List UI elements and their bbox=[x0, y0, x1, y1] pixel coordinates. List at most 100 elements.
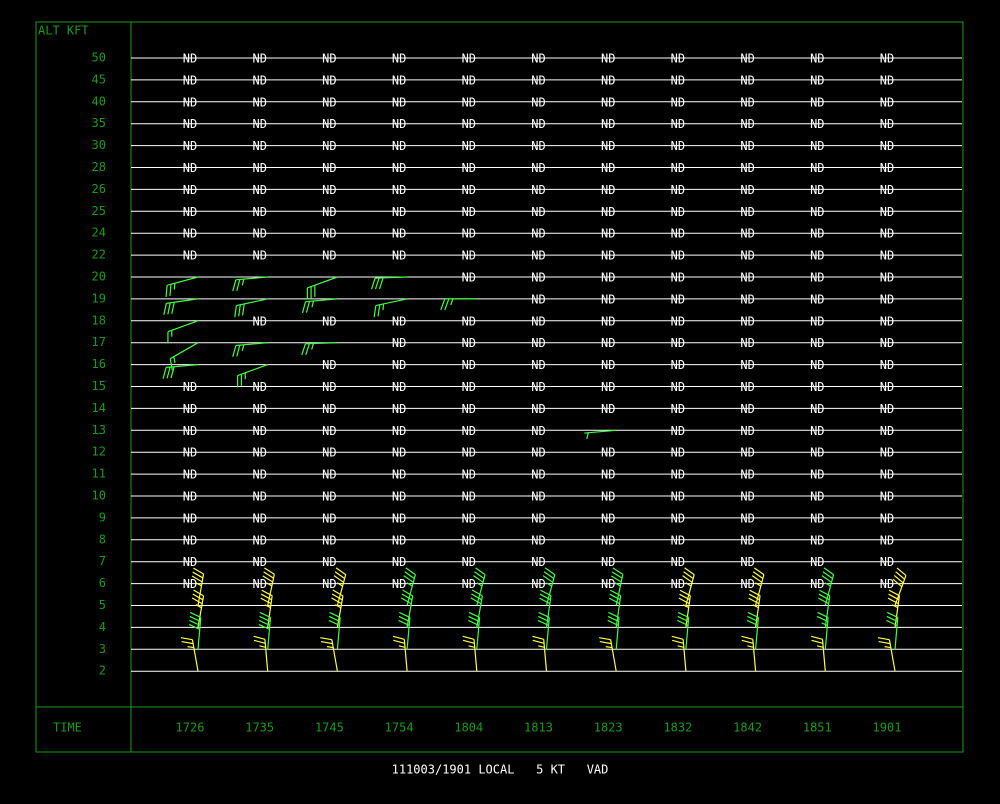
no-data: ND bbox=[252, 73, 266, 87]
no-data: ND bbox=[671, 555, 685, 569]
no-data: ND bbox=[183, 380, 197, 394]
no-data: ND bbox=[880, 314, 894, 328]
no-data: ND bbox=[531, 402, 545, 416]
barb-stroke bbox=[678, 646, 684, 647]
barb-stroke bbox=[404, 639, 407, 671]
no-data: ND bbox=[810, 249, 824, 263]
no-data: ND bbox=[252, 183, 266, 197]
wind-barb bbox=[742, 636, 756, 671]
no-data: ND bbox=[740, 577, 754, 591]
no-data: ND bbox=[392, 73, 406, 87]
no-data: ND bbox=[322, 73, 336, 87]
level-label: 6 bbox=[99, 576, 106, 590]
no-data: ND bbox=[322, 402, 336, 416]
barb-stroke bbox=[243, 304, 245, 316]
no-data: ND bbox=[322, 205, 336, 219]
barb-stroke bbox=[532, 636, 543, 639]
no-data: ND bbox=[740, 73, 754, 87]
no-data: ND bbox=[322, 95, 336, 109]
wind-barb bbox=[181, 638, 198, 672]
level-label: 15 bbox=[92, 379, 106, 393]
no-data: ND bbox=[252, 402, 266, 416]
barb-stroke bbox=[600, 642, 612, 644]
no-data: ND bbox=[462, 533, 476, 547]
no-data: ND bbox=[810, 468, 824, 482]
no-data: ND bbox=[671, 205, 685, 219]
no-data: ND bbox=[462, 95, 476, 109]
barb-stroke bbox=[441, 299, 445, 310]
no-data: ND bbox=[601, 161, 615, 175]
no-data: ND bbox=[810, 446, 824, 460]
no-data: ND bbox=[183, 402, 197, 416]
no-data: ND bbox=[601, 533, 615, 547]
no-data: ND bbox=[810, 161, 824, 175]
no-data: ND bbox=[810, 117, 824, 131]
no-data: ND bbox=[392, 249, 406, 263]
no-data: ND bbox=[531, 205, 545, 219]
no-data: ND bbox=[531, 117, 545, 131]
wind-barb bbox=[878, 638, 895, 672]
barb-stroke bbox=[167, 277, 198, 285]
no-data: ND bbox=[252, 117, 266, 131]
no-data: ND bbox=[462, 271, 476, 285]
alt-label: ALT KFT bbox=[38, 24, 89, 38]
no-data: ND bbox=[810, 52, 824, 66]
barb-stroke bbox=[399, 612, 410, 617]
wind-barb bbox=[463, 636, 477, 671]
barb-stroke bbox=[742, 640, 753, 643]
no-data: ND bbox=[531, 227, 545, 241]
barb-stroke bbox=[672, 640, 683, 643]
barb-stroke bbox=[811, 636, 822, 639]
no-data: ND bbox=[810, 139, 824, 153]
no-data: ND bbox=[740, 161, 754, 175]
time-label: 1813 bbox=[524, 721, 553, 735]
time-label: 1823 bbox=[594, 721, 623, 735]
barb-stroke bbox=[327, 647, 333, 648]
no-data: ND bbox=[671, 95, 685, 109]
no-data: ND bbox=[671, 380, 685, 394]
no-data: ND bbox=[740, 249, 754, 263]
no-data: ND bbox=[392, 402, 406, 416]
no-data: ND bbox=[810, 533, 824, 547]
barb-stroke bbox=[302, 302, 305, 313]
barb-stroke bbox=[254, 640, 265, 643]
no-data: ND bbox=[462, 446, 476, 460]
no-data: ND bbox=[392, 468, 406, 482]
no-data: ND bbox=[392, 511, 406, 525]
no-data: ND bbox=[601, 139, 615, 153]
no-data: ND bbox=[322, 424, 336, 438]
no-data: ND bbox=[462, 52, 476, 66]
wind-barb bbox=[532, 636, 546, 671]
no-data: ND bbox=[810, 424, 824, 438]
no-data: ND bbox=[601, 292, 615, 306]
barb-stroke bbox=[383, 304, 384, 310]
no-data: ND bbox=[392, 533, 406, 547]
barb-stroke bbox=[188, 647, 194, 648]
no-data: ND bbox=[601, 468, 615, 482]
barb-stroke bbox=[885, 647, 891, 648]
no-data: ND bbox=[601, 52, 615, 66]
no-data: ND bbox=[740, 139, 754, 153]
no-data: ND bbox=[183, 183, 197, 197]
no-data: ND bbox=[601, 402, 615, 416]
time-label: 1851 bbox=[803, 721, 832, 735]
barb-stroke bbox=[393, 640, 404, 643]
barb-stroke bbox=[306, 344, 310, 355]
no-data: ND bbox=[252, 52, 266, 66]
wind-barb bbox=[168, 321, 198, 344]
no-data: ND bbox=[322, 555, 336, 569]
no-data: ND bbox=[671, 183, 685, 197]
no-data: ND bbox=[810, 292, 824, 306]
no-data: ND bbox=[531, 314, 545, 328]
no-data: ND bbox=[531, 358, 545, 372]
barb-stroke bbox=[823, 639, 826, 671]
no-data: ND bbox=[601, 555, 615, 569]
no-data: ND bbox=[531, 533, 545, 547]
barb-stroke bbox=[474, 639, 477, 671]
no-data: ND bbox=[462, 227, 476, 241]
no-data: ND bbox=[601, 358, 615, 372]
no-data: ND bbox=[322, 314, 336, 328]
barb-stroke bbox=[878, 638, 890, 640]
